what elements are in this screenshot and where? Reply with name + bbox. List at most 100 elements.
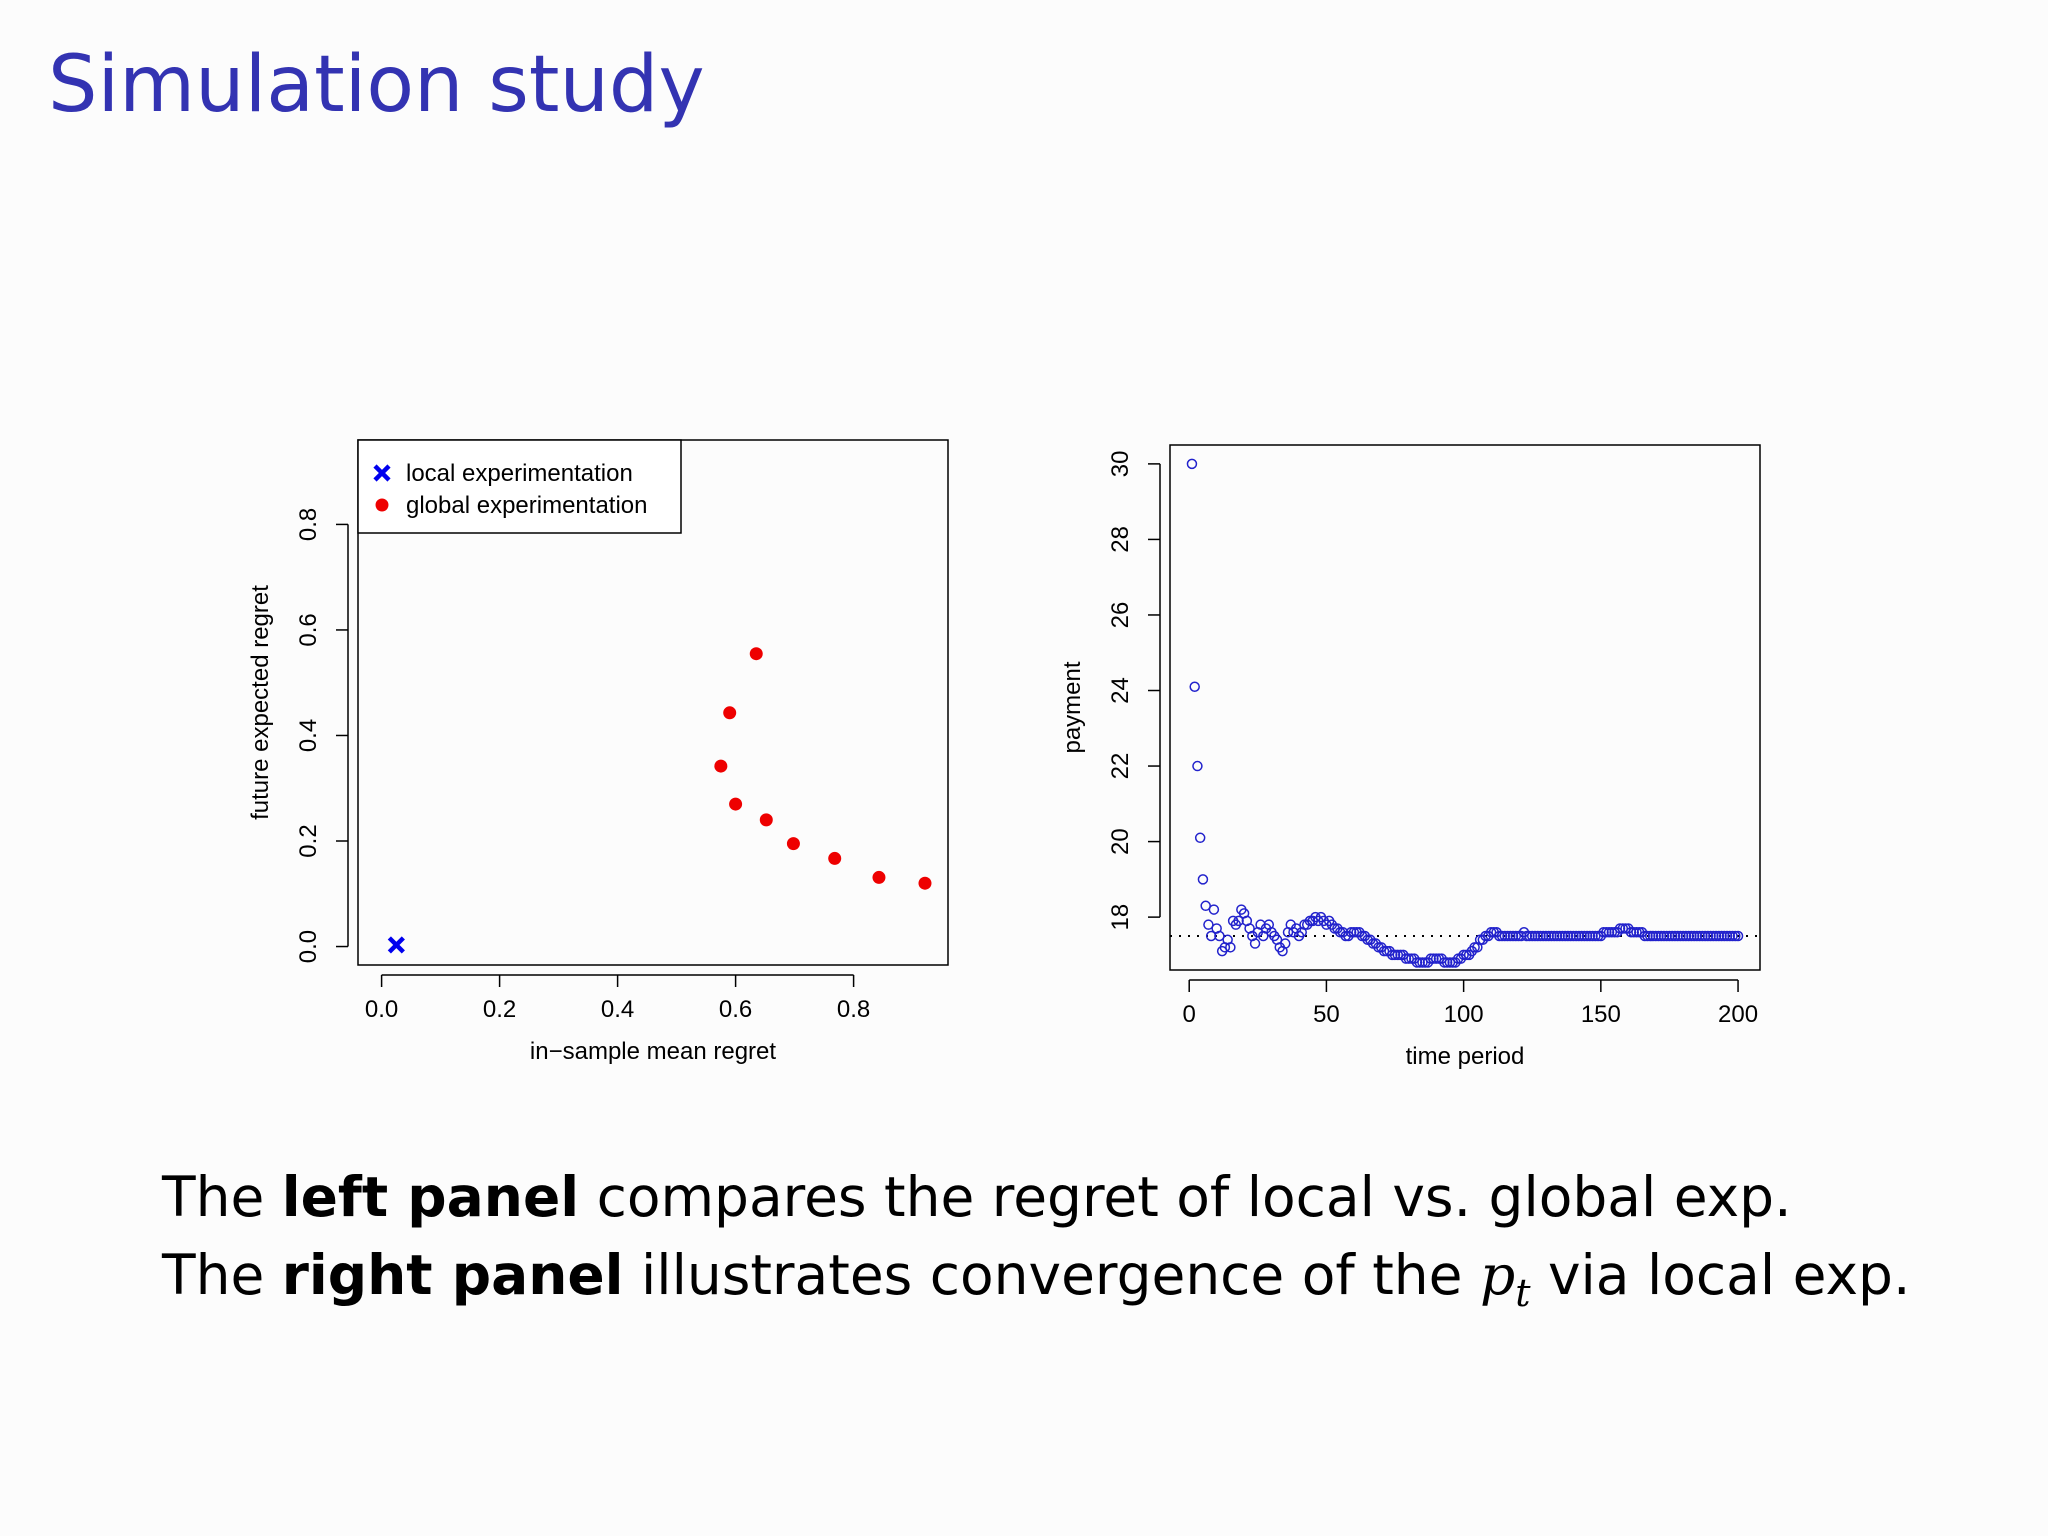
payment-point bbox=[1441, 957, 1453, 968]
legend-local-marker bbox=[373, 464, 391, 482]
payment-point bbox=[1617, 923, 1629, 934]
payment-point bbox=[1691, 930, 1703, 942]
payment-point bbox=[1565, 930, 1576, 942]
payment-point bbox=[1428, 953, 1439, 964]
caption-2-bold: right panel bbox=[281, 1243, 624, 1307]
left-y-tick-label: 0.8 bbox=[295, 508, 322, 541]
payment-point bbox=[1661, 930, 1672, 942]
payment-point bbox=[1345, 926, 1357, 938]
caption-1-bold: left panel bbox=[281, 1165, 580, 1229]
payment-point bbox=[1526, 930, 1538, 942]
payment-point bbox=[1551, 930, 1563, 942]
payment-point bbox=[1606, 926, 1618, 938]
local-marker-stroke bbox=[387, 936, 405, 954]
right-chart-svg: 0 50 100 150 200 time period 18 20 22 24 26 28 30 pay… bbox=[1059, 444, 1761, 1070]
legend-global-marker bbox=[375, 498, 389, 512]
payment-point bbox=[1642, 930, 1653, 942]
payment-point bbox=[1590, 930, 1601, 942]
payment-point bbox=[1732, 930, 1744, 942]
payment-point bbox=[1702, 930, 1714, 942]
payment-point bbox=[1721, 930, 1733, 942]
payment-point bbox=[1494, 930, 1505, 942]
payment-point bbox=[1664, 930, 1675, 942]
payment-point bbox=[1411, 957, 1423, 968]
payment-point bbox=[1205, 930, 1217, 942]
payment-point bbox=[1535, 930, 1546, 942]
payment-point bbox=[1576, 930, 1587, 942]
left-y-tick-label: 0.2 bbox=[295, 824, 322, 857]
payment-point bbox=[1524, 930, 1535, 942]
global-experimentation-point bbox=[828, 851, 842, 865]
payment-point bbox=[1573, 930, 1585, 942]
payment-point bbox=[1724, 930, 1736, 942]
global-experimentation-point bbox=[872, 870, 886, 884]
payment-point bbox=[1214, 930, 1225, 942]
payment-point bbox=[1189, 681, 1200, 692]
left-x-tick-label: 0.0 bbox=[365, 996, 398, 1023]
payment-point bbox=[1727, 930, 1738, 942]
payment-point bbox=[1680, 930, 1692, 942]
global-experimentation-point bbox=[749, 647, 763, 661]
caption-line-2: The right panel illustrates convergence … bbox=[162, 1236, 1910, 1332]
payment-point bbox=[1568, 930, 1579, 942]
left-x-tick-label: 0.2 bbox=[483, 996, 516, 1023]
right-x-tick-label: 0 bbox=[1183, 1001, 1196, 1028]
payment-point bbox=[1208, 904, 1220, 915]
payment-point bbox=[1730, 930, 1741, 942]
payment-point bbox=[1554, 930, 1565, 942]
global-experimentation-point bbox=[786, 837, 800, 851]
payment-point bbox=[1485, 926, 1497, 938]
left-y-tick-label: 0.4 bbox=[295, 719, 322, 752]
left-x-tick-label: 0.6 bbox=[719, 996, 752, 1023]
payment-point bbox=[1719, 930, 1730, 942]
global-experimentation-point bbox=[723, 706, 737, 720]
payment-point bbox=[1505, 930, 1516, 942]
payment-point bbox=[1584, 930, 1596, 942]
payment-point bbox=[1510, 930, 1522, 942]
local-experimentation-marker bbox=[387, 936, 405, 954]
right-y-tick-label: 22 bbox=[1107, 753, 1134, 780]
global-experimentation-point bbox=[714, 759, 728, 773]
payment-point bbox=[1192, 760, 1203, 772]
right-y-tick-label: 20 bbox=[1107, 828, 1134, 855]
payment-point bbox=[1417, 957, 1428, 968]
payment-point bbox=[1697, 930, 1708, 942]
payment-point bbox=[1249, 938, 1261, 949]
payment-point bbox=[1559, 930, 1571, 942]
payment-point bbox=[1194, 832, 1206, 844]
payment-point bbox=[1677, 930, 1689, 942]
payment-point bbox=[1392, 949, 1404, 961]
payment-point bbox=[1400, 953, 1412, 964]
payment-point bbox=[1644, 930, 1656, 942]
payment-point bbox=[1694, 930, 1705, 942]
legend-box bbox=[357, 439, 682, 534]
caption-1-post: compares the regret of local vs. global … bbox=[579, 1165, 1792, 1229]
payment-point bbox=[1532, 930, 1543, 942]
payment-point bbox=[1653, 930, 1664, 942]
payment-point bbox=[1688, 930, 1700, 942]
payment-point bbox=[1378, 945, 1390, 957]
legend-global-label: global experimentation bbox=[406, 492, 648, 519]
payment-point bbox=[1628, 926, 1640, 938]
caption-2-math: p bbox=[1479, 1243, 1516, 1307]
payment-point bbox=[1458, 949, 1469, 961]
payment-point bbox=[1546, 930, 1557, 942]
payment-point bbox=[1598, 926, 1609, 938]
payment-point bbox=[1403, 953, 1414, 964]
payment-point bbox=[1387, 949, 1398, 961]
payment-point bbox=[1469, 942, 1480, 953]
caption-2-pre: The bbox=[162, 1243, 282, 1307]
right-x-tick-label: 100 bbox=[1444, 1001, 1484, 1028]
payment-point bbox=[1658, 930, 1670, 942]
global-experimentation-point bbox=[918, 876, 932, 890]
payment-point bbox=[1197, 874, 1209, 885]
payment-point bbox=[1439, 957, 1450, 968]
right-y-axis-title: payment bbox=[1060, 661, 1086, 753]
payment-point bbox=[1708, 930, 1719, 942]
payment-point bbox=[1548, 930, 1560, 942]
payment-point bbox=[1225, 942, 1236, 953]
payment-point bbox=[1614, 923, 1626, 934]
payment-point bbox=[1625, 926, 1637, 938]
right-x-tick-label: 200 bbox=[1718, 1001, 1758, 1028]
payment-point bbox=[1203, 919, 1214, 930]
